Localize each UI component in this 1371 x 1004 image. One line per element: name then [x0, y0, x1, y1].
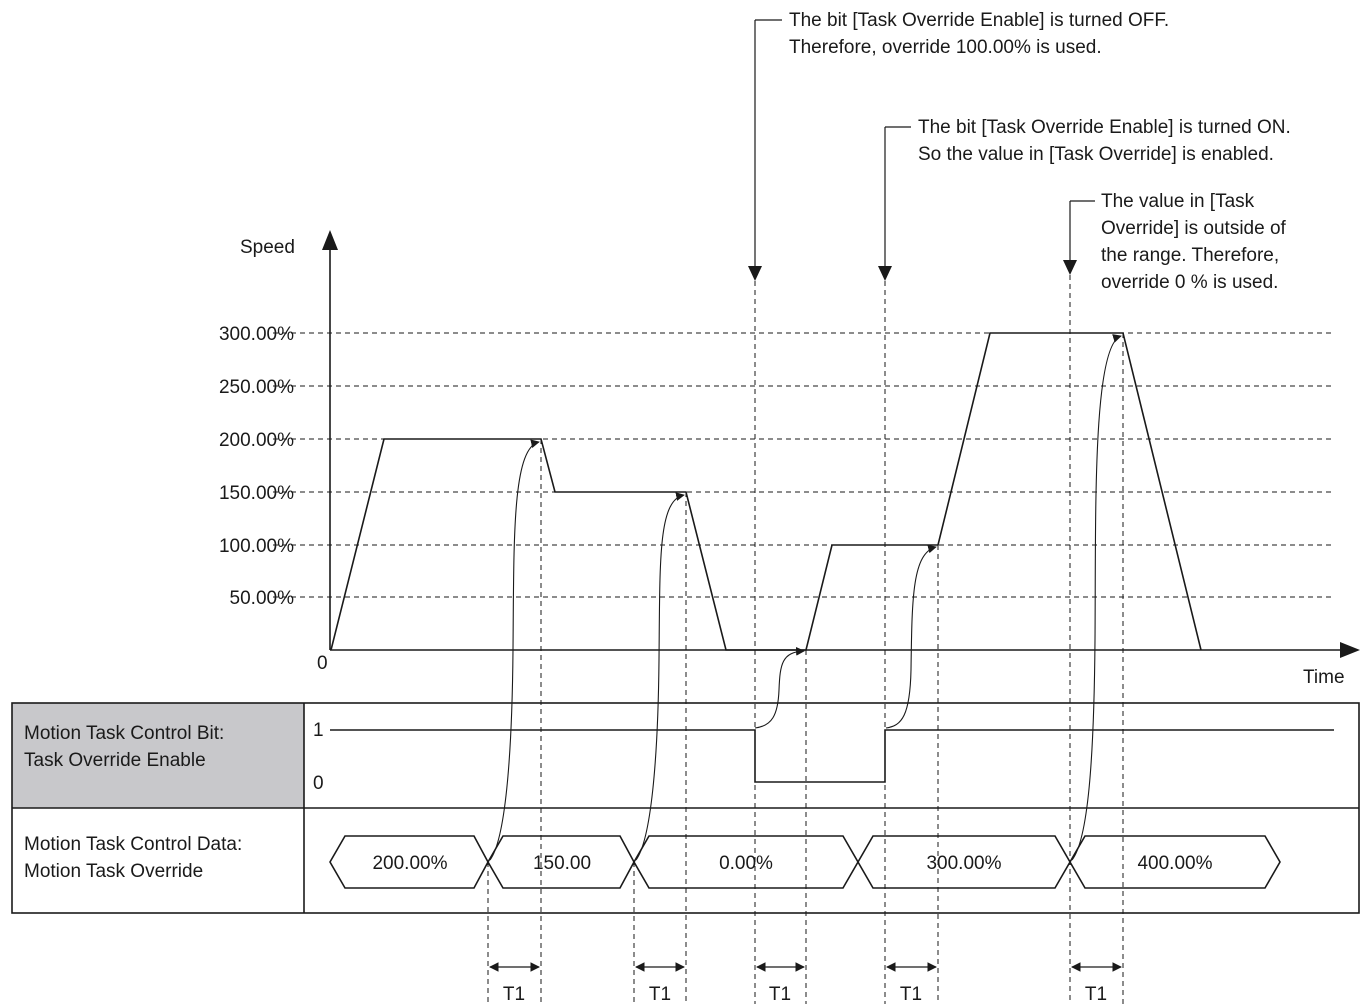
callout-task-override-on: The bit [Task Override Enable] is turned… [878, 117, 1291, 281]
t1-marker-4: T1 [886, 962, 937, 1004]
y-tick-50: 50.00% [230, 588, 295, 609]
speed-graph: 300.00% 250.00% 200.00% 150.00% 100.00% … [219, 230, 1360, 688]
callout-task-override-off: The bit [Task Override Enable] is turned… [748, 10, 1169, 281]
override-value-3: 0.00% [719, 853, 773, 874]
y-tick-200: 200.00% [219, 430, 294, 451]
data-row-label-line-2: Motion Task Override [24, 861, 203, 882]
task-override-enable-waveform [330, 729, 1334, 783]
t1-label-2: T1 [649, 984, 671, 1004]
bit-row-label-line-2: Task Override Enable [24, 750, 206, 771]
x-axis [330, 642, 1360, 658]
callout-range-line-4: override 0 % is used. [1101, 272, 1278, 293]
override-value-bus: 200.00% 150.00 0.00% 300.00% 400.00% [329, 835, 1281, 889]
callout-range-line-1: The value in [Task [1101, 191, 1255, 212]
y-tick-100: 100.00% [219, 536, 294, 557]
data-row-label-line-1: Motion Task Control Data: [24, 834, 242, 855]
t1-delay-markers: T1 T1 T1 T1 T1 [489, 962, 1122, 1004]
bit-level-low-label: 0 [313, 773, 324, 794]
arrow-150-to-speed [489, 439, 540, 861]
origin-label: 0 [317, 653, 328, 674]
y-axis-label: Speed [240, 237, 295, 258]
callout-range-line-3: the range. Therefore, [1101, 245, 1279, 266]
y-axis [322, 230, 338, 650]
bit-row-label-line-1: Motion Task Control Bit: [24, 723, 224, 744]
t1-label-3: T1 [769, 984, 791, 1004]
reference-gridlines [273, 332, 1334, 598]
callout-on-line-1: The bit [Task Override Enable] is turned… [918, 117, 1291, 138]
callout-on-line-2: So the value in [Task Override] is enabl… [918, 144, 1274, 165]
arrow-400-to-speed [1071, 334, 1122, 861]
override-value-1: 200.00% [372, 853, 447, 874]
arrow-bit-on-to-speed [885, 544, 937, 729]
callout-off-line-1: The bit [Task Override Enable] is turned… [789, 10, 1169, 31]
y-tick-labels: 300.00% 250.00% 200.00% 150.00% 100.00% … [219, 324, 294, 609]
y-tick-250: 250.00% [219, 377, 294, 398]
signal-table: Motion Task Control Bit: Task Override E… [11, 702, 1360, 914]
t1-marker-2: T1 [635, 962, 685, 1004]
override-value-2: 150.00 [533, 853, 591, 874]
bit-label-cell [12, 703, 304, 808]
y-tick-150: 150.00% [219, 483, 294, 504]
timing-guides [487, 275, 1124, 1004]
arrow-bit-off-to-speed [754, 646, 805, 729]
t1-label-4: T1 [900, 984, 922, 1004]
override-segment-5 [1069, 835, 1281, 889]
arrow-0-to-speed [635, 492, 685, 861]
x-axis-label: Time [1303, 667, 1345, 688]
t1-marker-1: T1 [489, 962, 540, 1004]
cause-effect-arrows [489, 334, 1122, 861]
callout-out-of-range: The value in [Task Override] is outside … [1063, 191, 1287, 293]
override-value-4: 300.00% [926, 853, 1001, 874]
override-value-5: 400.00% [1137, 853, 1212, 874]
callout-range-line-2: Override] is outside of [1101, 218, 1287, 239]
t1-marker-5: T1 [1071, 962, 1122, 1004]
t1-label-5: T1 [1085, 984, 1107, 1004]
callout-off-line-2: Therefore, override 100.00% is used. [789, 37, 1102, 58]
y-tick-300: 300.00% [219, 324, 294, 345]
t1-marker-3: T1 [756, 962, 805, 1004]
t1-label-1: T1 [503, 984, 525, 1004]
speed-profile-line [330, 332, 1202, 651]
bit-level-high-label: 1 [313, 720, 324, 741]
